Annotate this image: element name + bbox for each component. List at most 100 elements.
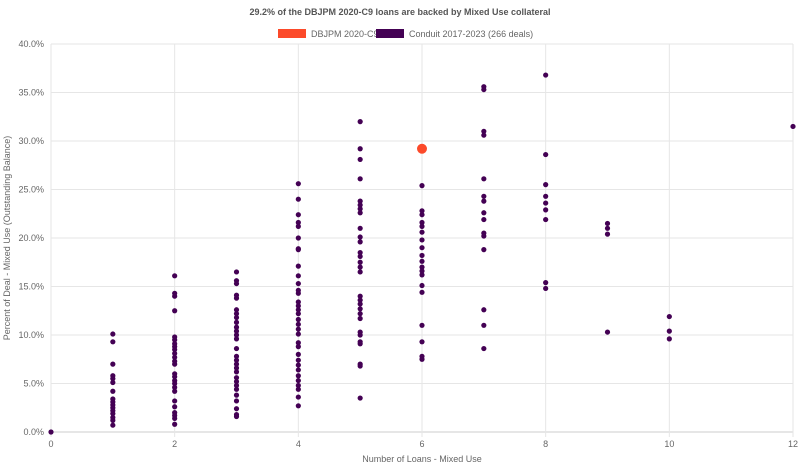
- legend-swatch-conduit: [376, 29, 404, 38]
- data-point-conduit: [666, 336, 672, 342]
- data-point-conduit: [295, 316, 301, 323]
- data-point-conduit: [295, 299, 301, 305]
- data-point-conduit: [604, 225, 611, 231]
- y-tick-label: 40.0%: [18, 39, 44, 49]
- data-point-conduit: [295, 212, 301, 218]
- y-axis: 0.0% 5.0% 10.0% 15.0% 20.0% 25.0% 30.0% 35.0% 40…: [18, 39, 44, 437]
- data-point-conduit: [481, 247, 487, 253]
- data-point-conduit: [481, 233, 487, 239]
- data-point-conduit: [172, 388, 178, 394]
- data-point-conduit: [357, 293, 363, 299]
- data-point-conduit: [233, 386, 240, 392]
- data-point-conduit: [481, 128, 487, 134]
- data-point-conduit: [233, 378, 240, 385]
- data-point-conduit: [481, 216, 487, 223]
- data-point-conduit: [233, 295, 240, 301]
- data-point-conduit: [233, 392, 240, 398]
- data-point-conduit: [172, 380, 178, 387]
- data-point-conduit: [666, 328, 672, 334]
- data-point-conduit: [295, 280, 301, 287]
- data-point-conduit: [295, 351, 301, 357]
- data-point-conduit: [295, 394, 301, 400]
- data-point-conduit: [233, 413, 240, 420]
- data-point-conduit: [357, 259, 363, 265]
- data-point-conduit: [543, 280, 549, 286]
- data-point-conduit: [233, 280, 240, 287]
- legend-item-dbjpm[interactable]: DBJPM 2020-C9: [278, 29, 379, 39]
- data-point-conduit: [357, 341, 363, 347]
- data-point-conduit: [419, 252, 425, 259]
- data-point-conduit: [295, 331, 301, 337]
- data-point-conduit: [233, 336, 240, 342]
- data-point-conduit: [357, 311, 363, 317]
- data-point-conduit: [357, 206, 363, 212]
- data-point-conduit: [357, 306, 363, 312]
- legend-item-conduit[interactable]: Conduit 2017-2023 (266 deals): [376, 29, 533, 39]
- x-tick-label: 12: [788, 439, 798, 449]
- data-point-conduit: [357, 253, 363, 260]
- y-tick-label: 10.0%: [18, 330, 44, 340]
- data-point-conduit: [604, 220, 611, 227]
- data-point-conduit: [233, 311, 240, 317]
- x-tick-label: 8: [543, 439, 548, 449]
- data-point-conduit: [233, 314, 240, 321]
- data-point-conduit: [543, 182, 549, 188]
- data-point-conduit: [357, 297, 363, 303]
- data-point-conduit: [419, 339, 425, 345]
- data-point-conduit: [110, 339, 116, 345]
- x-tick-label: 4: [296, 439, 301, 449]
- data-point-conduit: [419, 282, 425, 289]
- data-point-conduit: [419, 245, 425, 251]
- data-point-conduit: [357, 315, 363, 322]
- data-point-conduit: [357, 146, 363, 152]
- data-point-conduit: [172, 415, 178, 422]
- data-point-conduit: [295, 196, 301, 202]
- data-point-conduit: [295, 235, 301, 241]
- data-point-conduit: [295, 403, 301, 409]
- data-point-conduit: [110, 410, 116, 417]
- data-point-conduit: [295, 367, 301, 373]
- data-point-conduit: [233, 328, 240, 334]
- data-point-conduit: [110, 417, 116, 423]
- data-point-conduit: [295, 326, 301, 332]
- data-point-conduit: [357, 119, 363, 125]
- data-point-conduit: [233, 398, 240, 404]
- data-point-conduit: [295, 247, 301, 253]
- data-point-conduit: [419, 208, 425, 214]
- data-point-conduit: [481, 86, 487, 93]
- x-tick-label: 6: [419, 439, 424, 449]
- data-point-conduit: [172, 421, 178, 427]
- data-point-conduit: [295, 344, 301, 350]
- data-point-conduit: [543, 216, 549, 223]
- data-point-conduit: [110, 388, 116, 394]
- y-axis-label: Percent of Deal - Mixed Use (Outstanding…: [2, 136, 12, 341]
- data-point-conduit: [357, 176, 363, 182]
- data-point-conduit: [172, 293, 178, 299]
- data-point-conduit: [357, 210, 363, 216]
- data-point-conduit: [295, 290, 301, 296]
- data-point-conduit: [357, 156, 363, 163]
- data-point-conduit: [357, 198, 363, 204]
- data-point-dbjpm: [417, 143, 427, 154]
- data-point-conduit: [295, 357, 301, 363]
- data-point-conduit: [233, 382, 240, 389]
- data-point-conduit: [419, 322, 425, 328]
- data-point-conduit: [172, 346, 178, 353]
- data-point-conduit: [481, 176, 487, 182]
- data-point-conduit: [357, 395, 363, 401]
- data-point-conduit: [233, 406, 240, 412]
- data-point-conduit: [110, 331, 116, 337]
- data-points: [48, 72, 796, 435]
- y-tick-label: 0.0%: [23, 427, 44, 437]
- data-point-conduit: [295, 382, 301, 389]
- data-point-conduit: [233, 319, 240, 325]
- data-point-conduit: [233, 375, 240, 381]
- x-tick-label: 10: [664, 439, 674, 449]
- data-point-conduit: [295, 340, 301, 346]
- data-point-conduit: [295, 362, 301, 368]
- data-point-conduit: [233, 345, 240, 352]
- data-point-conduit: [357, 249, 363, 256]
- data-point-conduit: [419, 223, 425, 229]
- x-tick-label: 0: [48, 439, 53, 449]
- data-point-conduit: [790, 123, 796, 130]
